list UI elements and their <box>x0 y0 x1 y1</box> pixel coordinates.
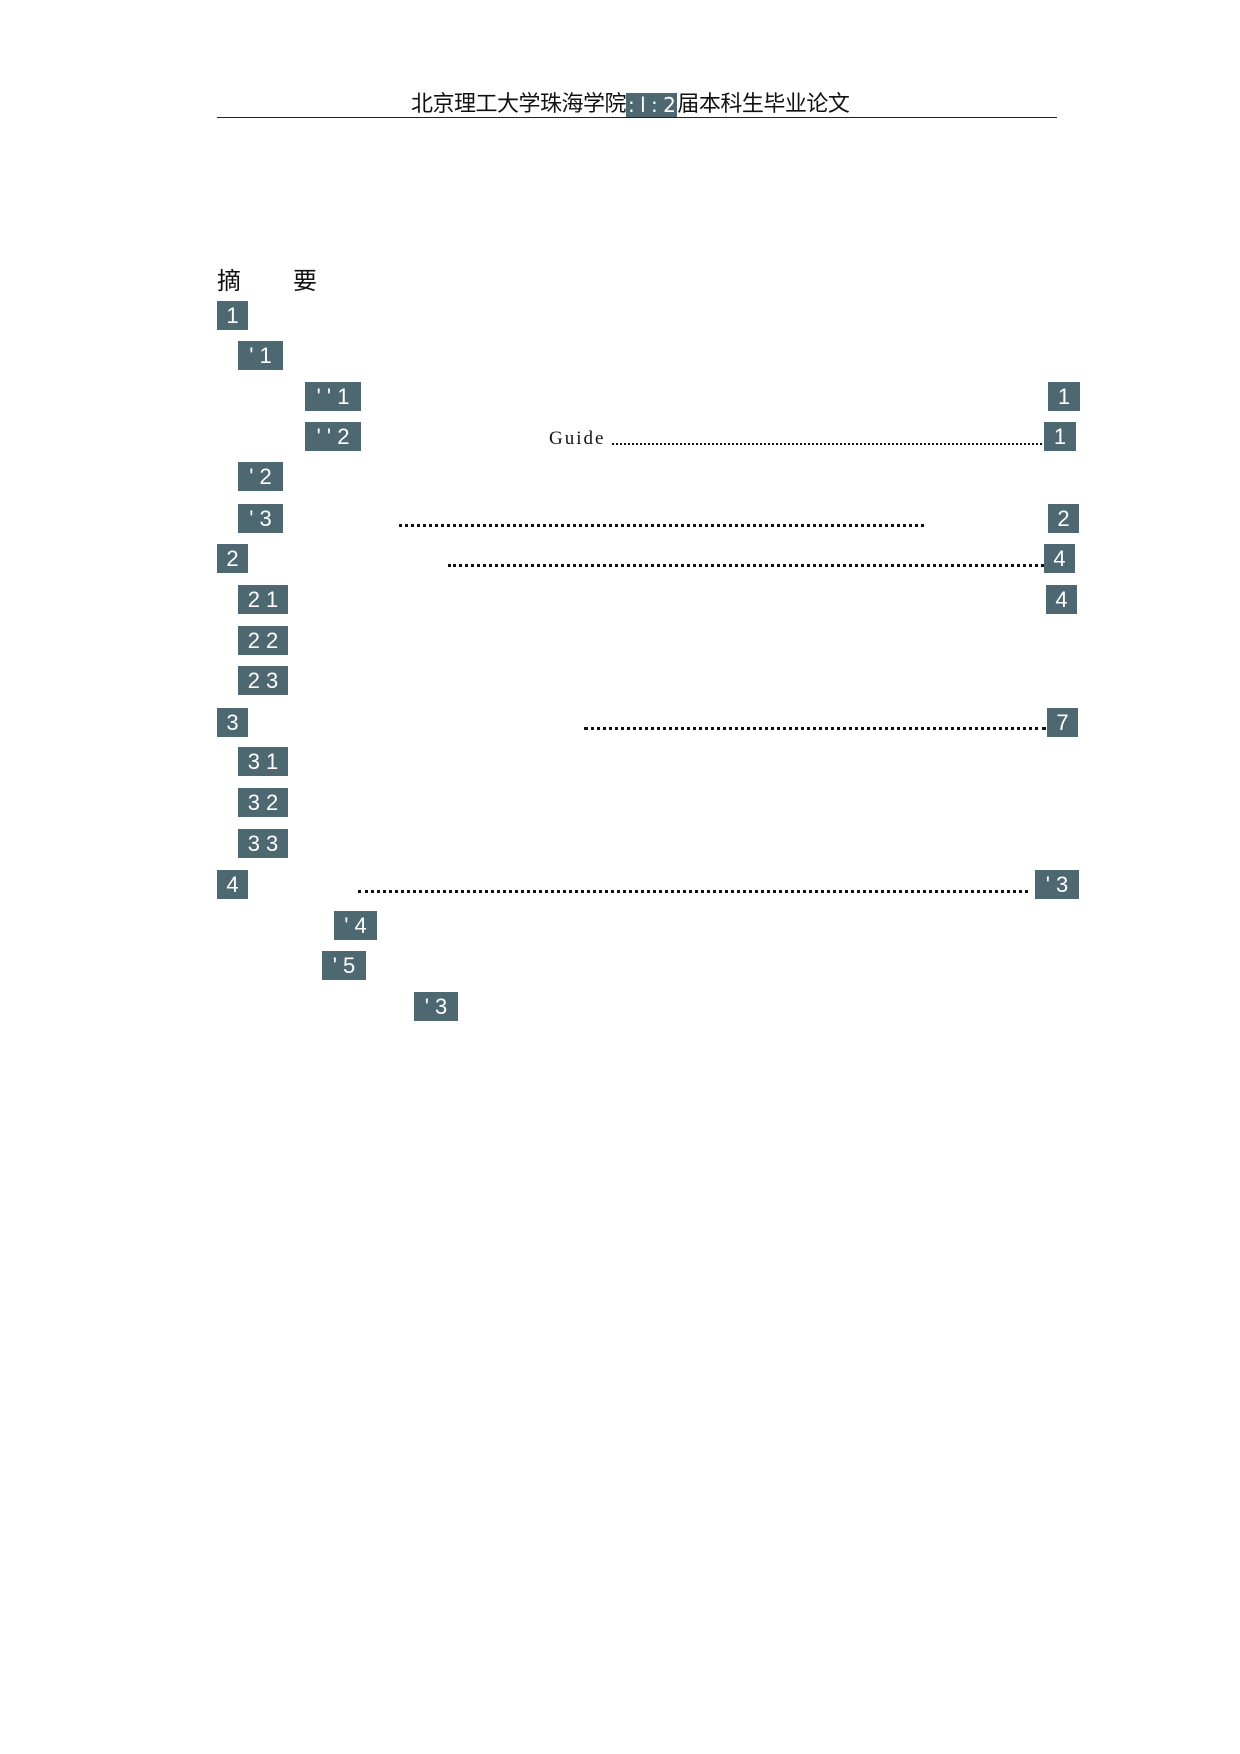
toc-entry-text[interactable]: Guide <box>549 428 606 449</box>
toc-entry-number[interactable]: 3 2 <box>238 788 288 817</box>
toc-entry-number[interactable]: ' 1 <box>238 341 283 370</box>
toc-entry-number[interactable]: ' 4 <box>334 911 377 940</box>
toc-entry-number[interactable]: 2 <box>217 544 248 573</box>
toc-entry-number[interactable]: 2 2 <box>238 626 288 655</box>
toc-entry-number[interactable]: 2 1 <box>238 585 288 614</box>
page-header: 北京理工大学珠海学院: l : 2届本科生毕业论文 <box>411 86 850 118</box>
toc-entry-number[interactable]: 3 3 <box>238 829 288 858</box>
toc-entry-number[interactable]: 1 <box>217 301 248 330</box>
toc-leader-dots <box>448 564 1044 567</box>
toc-leader-dots <box>399 524 924 527</box>
toc-entry-number[interactable]: ' ' 2 <box>305 422 361 451</box>
toc-leader-dots <box>612 443 1042 445</box>
toc-entry-page[interactable]: 7 <box>1047 708 1078 737</box>
toc-title: 摘 要 <box>217 267 331 295</box>
toc-leader-dots <box>584 727 1046 730</box>
toc-entry-number[interactable]: ' 3 <box>414 992 458 1021</box>
header-year-badge: : l : 2 <box>626 92 678 118</box>
header-rule <box>217 117 1057 118</box>
toc-entry-number[interactable]: ' 2 <box>238 462 283 491</box>
toc-entry-page[interactable]: 4 <box>1046 585 1077 614</box>
toc-entry-page[interactable]: 2 <box>1048 504 1079 533</box>
toc-entry-page[interactable]: 4 <box>1044 544 1075 573</box>
toc-entry-number[interactable]: ' ' 1 <box>305 382 361 411</box>
header-suffix: 届本科生毕业论文 <box>677 92 850 117</box>
toc-entry-number[interactable]: 3 <box>217 708 248 737</box>
toc-leader-dots <box>358 890 1028 893</box>
toc-entry-page[interactable]: ' 3 <box>1035 870 1079 899</box>
header-school: 北京理工大学珠海学院 <box>411 92 627 117</box>
toc-entry-number[interactable]: ' 5 <box>322 951 366 980</box>
toc-entry-page[interactable]: 1 <box>1044 422 1076 451</box>
toc-entry-number[interactable]: 4 <box>217 870 248 899</box>
toc-entry-number[interactable]: 3 1 <box>238 747 288 776</box>
toc-entry-number[interactable]: ' 3 <box>238 504 283 533</box>
toc-entry-number[interactable]: 2 3 <box>238 666 288 695</box>
toc-entry-page[interactable]: 1 <box>1048 382 1080 411</box>
